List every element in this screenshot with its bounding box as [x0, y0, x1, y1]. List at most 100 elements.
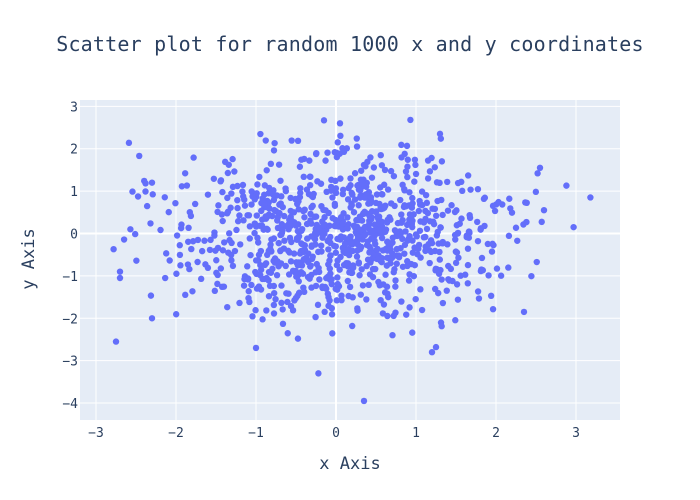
- scatter-point: [413, 233, 420, 240]
- scatter-point: [344, 277, 352, 285]
- scatter-point: [406, 271, 413, 278]
- scatter-point: [116, 274, 124, 282]
- y-tick-label: 1: [70, 185, 78, 200]
- scatter-point: [336, 150, 343, 157]
- scatter-point: [379, 191, 386, 198]
- scatter-point: [363, 296, 370, 303]
- scatter-point: [263, 307, 270, 314]
- scatter-point: [412, 244, 420, 252]
- scatter-point: [218, 283, 226, 291]
- scatter-point: [275, 239, 282, 247]
- scatter-point: [295, 221, 302, 228]
- scatter-point: [409, 194, 416, 202]
- x-tick-label: 1: [412, 426, 420, 441]
- scatter-point: [312, 313, 319, 321]
- scatter-point: [409, 329, 416, 336]
- scatter-point: [454, 179, 462, 187]
- scatter-point: [325, 302, 332, 310]
- scatter-point: [301, 214, 308, 221]
- scatter-point: [266, 282, 274, 290]
- scatter-point: [477, 225, 485, 232]
- scatter-point: [348, 200, 355, 207]
- scatter-point: [497, 272, 505, 279]
- scatter-point: [416, 197, 423, 205]
- x-tick-label: −1: [248, 426, 264, 441]
- scatter-point: [398, 211, 405, 218]
- scatter-point: [217, 265, 225, 272]
- scatter-point: [339, 220, 346, 227]
- scatter-point: [354, 241, 362, 248]
- scatter-point: [334, 274, 341, 281]
- scatter-point: [267, 241, 274, 248]
- x-tick-label: 2: [492, 426, 500, 441]
- scatter-point: [443, 287, 450, 294]
- scatter-point: [177, 224, 185, 232]
- scatter-point: [493, 265, 501, 272]
- scatter-point: [259, 275, 266, 283]
- scatter-point: [212, 247, 219, 254]
- chart-title: Scatter plot for random 1000 x and y coo…: [56, 32, 644, 56]
- scatter-point: [512, 224, 520, 231]
- scatter-point: [331, 200, 339, 208]
- scatter-point: [431, 285, 439, 293]
- scatter-point: [234, 204, 241, 212]
- scatter-point: [489, 202, 497, 210]
- scatter-point: [367, 245, 374, 253]
- scatter-point: [390, 269, 397, 276]
- scatter-point: [520, 308, 528, 316]
- y-tick-label: 0: [70, 228, 78, 243]
- scatter-point: [368, 235, 375, 242]
- scatter-point: [347, 175, 354, 182]
- scatter-point: [367, 194, 375, 201]
- scatter-point: [194, 258, 201, 266]
- scatter-point: [454, 229, 462, 237]
- scatter-point: [257, 130, 264, 138]
- scatter-point: [294, 234, 302, 242]
- scatter-point: [271, 206, 278, 214]
- scatter-point: [328, 311, 336, 318]
- scatter-point: [188, 245, 195, 253]
- scatter-point: [329, 214, 336, 222]
- scatter-point: [395, 252, 403, 259]
- tick-labels: −3 −2 −1 0 1 2 3 −4 −3 −2 −1 0 1 2 3: [62, 100, 580, 441]
- scatter-point: [372, 226, 380, 233]
- scatter-point: [327, 187, 335, 194]
- scatter-point: [402, 168, 410, 175]
- scatter-point: [254, 181, 261, 188]
- scatter-point: [287, 207, 294, 215]
- scatter-point: [241, 202, 249, 209]
- scatter-point: [382, 271, 389, 278]
- scatter-point: [398, 141, 405, 149]
- scatter-point: [522, 199, 529, 206]
- scatter-point: [270, 235, 278, 242]
- scatter-point: [367, 199, 374, 206]
- scatter-point: [484, 240, 492, 248]
- scatter-point: [342, 240, 349, 248]
- scatter-point: [306, 181, 314, 189]
- scatter-point: [418, 188, 426, 195]
- scatter-point: [257, 247, 265, 255]
- scatter-point: [370, 164, 378, 171]
- scatter-point: [270, 289, 278, 297]
- scatter-point: [247, 251, 254, 259]
- scatter-point: [248, 281, 255, 289]
- scatter-point: [236, 299, 243, 307]
- scatter-point: [136, 152, 143, 160]
- scatter-point: [270, 147, 278, 154]
- scatter-point: [538, 218, 545, 226]
- scatter-point: [357, 167, 365, 174]
- scatter-point: [338, 292, 345, 299]
- scatter-point: [308, 255, 316, 263]
- scatter-point: [514, 237, 521, 244]
- scatter-point: [354, 233, 362, 241]
- scatter-point: [439, 299, 447, 307]
- scatter-point: [384, 186, 392, 193]
- scatter-point: [356, 272, 363, 279]
- scatter-point: [373, 246, 380, 253]
- y-tick-label: −4: [62, 397, 78, 412]
- scatter-point: [402, 228, 409, 235]
- scatter-point: [358, 217, 366, 224]
- scatter-point: [432, 265, 439, 273]
- scatter-point: [278, 193, 285, 200]
